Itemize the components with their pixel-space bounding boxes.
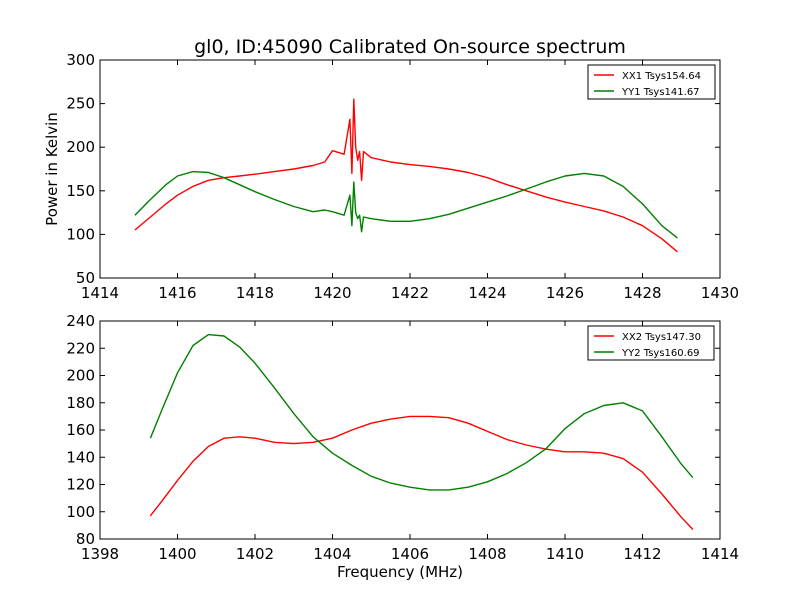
legend-box — [587, 64, 716, 100]
y-axis-label: Power in Kelvin — [43, 112, 61, 226]
y-tick-label: 120 — [66, 476, 95, 494]
y-tick-label: 100 — [66, 225, 95, 243]
series-line-xx1 — [134, 98, 678, 253]
y-tick-label: 200 — [66, 367, 95, 385]
legend-entry: YY1 Tsys141.67 — [621, 87, 700, 98]
series-line-xx2 — [149, 415, 694, 530]
legend: XX2 Tsys147.30 YY2 Tsys160.69 — [587, 325, 715, 361]
x-tick-label: 1418 — [236, 284, 274, 302]
x-tick-label: 1422 — [391, 284, 429, 302]
y-tick-label: 50 — [76, 269, 95, 287]
bottom-panel: 1398 1400 1402 1404 1406 1408 1410 1412 1414 80 10… — [66, 312, 739, 581]
x-tick-label: 1414 — [701, 545, 739, 563]
y-tick-label: 100 — [66, 503, 95, 521]
x-axis-label: Frequency (MHz) — [337, 563, 463, 581]
x-tick-label: 1406 — [391, 545, 429, 563]
y-tick-label: 160 — [66, 421, 95, 439]
x-tick-label: 1414 — [81, 284, 119, 302]
legend: XX1 Tsys154.64 YY1 Tsys141.67 — [587, 64, 716, 100]
y-tick-label: 220 — [66, 339, 95, 357]
x-tick-label: 1420 — [313, 284, 351, 302]
legend-entry: YY2 Tsys160.69 — [621, 348, 700, 359]
y-tick-label: 300 — [66, 51, 95, 69]
y-tick-label: 180 — [66, 394, 95, 412]
x-tick-label: 1424 — [468, 284, 506, 302]
series-line-yy1 — [134, 170, 678, 239]
legend-entry: XX2 Tsys147.30 — [622, 332, 701, 343]
legend-entry: XX1 Tsys154.64 — [622, 71, 701, 82]
top-panel: 1414 1416 1418 1420 1422 1424 1426 1428 1430 50 10… — [43, 51, 739, 302]
x-tick-label: 1398 — [81, 545, 119, 563]
y-tick-label: 250 — [66, 95, 95, 113]
x-tick-label: 1426 — [546, 284, 584, 302]
x-tick-label: 1404 — [313, 545, 351, 563]
y-tick-label: 240 — [66, 312, 95, 330]
x-tick-label: 1428 — [623, 284, 661, 302]
figure-title: gl0, ID:45090 Calibrated On-source spect… — [194, 36, 626, 58]
y-tick-label: 140 — [66, 448, 95, 466]
x-tick-label: 1408 — [468, 545, 506, 563]
y-tick-label: 150 — [66, 182, 95, 200]
x-tick-label: 1402 — [236, 545, 274, 563]
series-line-yy2 — [149, 333, 694, 491]
y-tick-label: 80 — [76, 530, 95, 548]
x-tick-label: 1410 — [546, 545, 584, 563]
y-tick-label: 200 — [66, 138, 95, 156]
x-tick-label: 1416 — [158, 284, 196, 302]
legend-box — [587, 325, 715, 361]
x-tick-label: 1412 — [623, 545, 661, 563]
x-tick-label: 1400 — [158, 545, 196, 563]
x-tick-label: 1430 — [701, 284, 739, 302]
